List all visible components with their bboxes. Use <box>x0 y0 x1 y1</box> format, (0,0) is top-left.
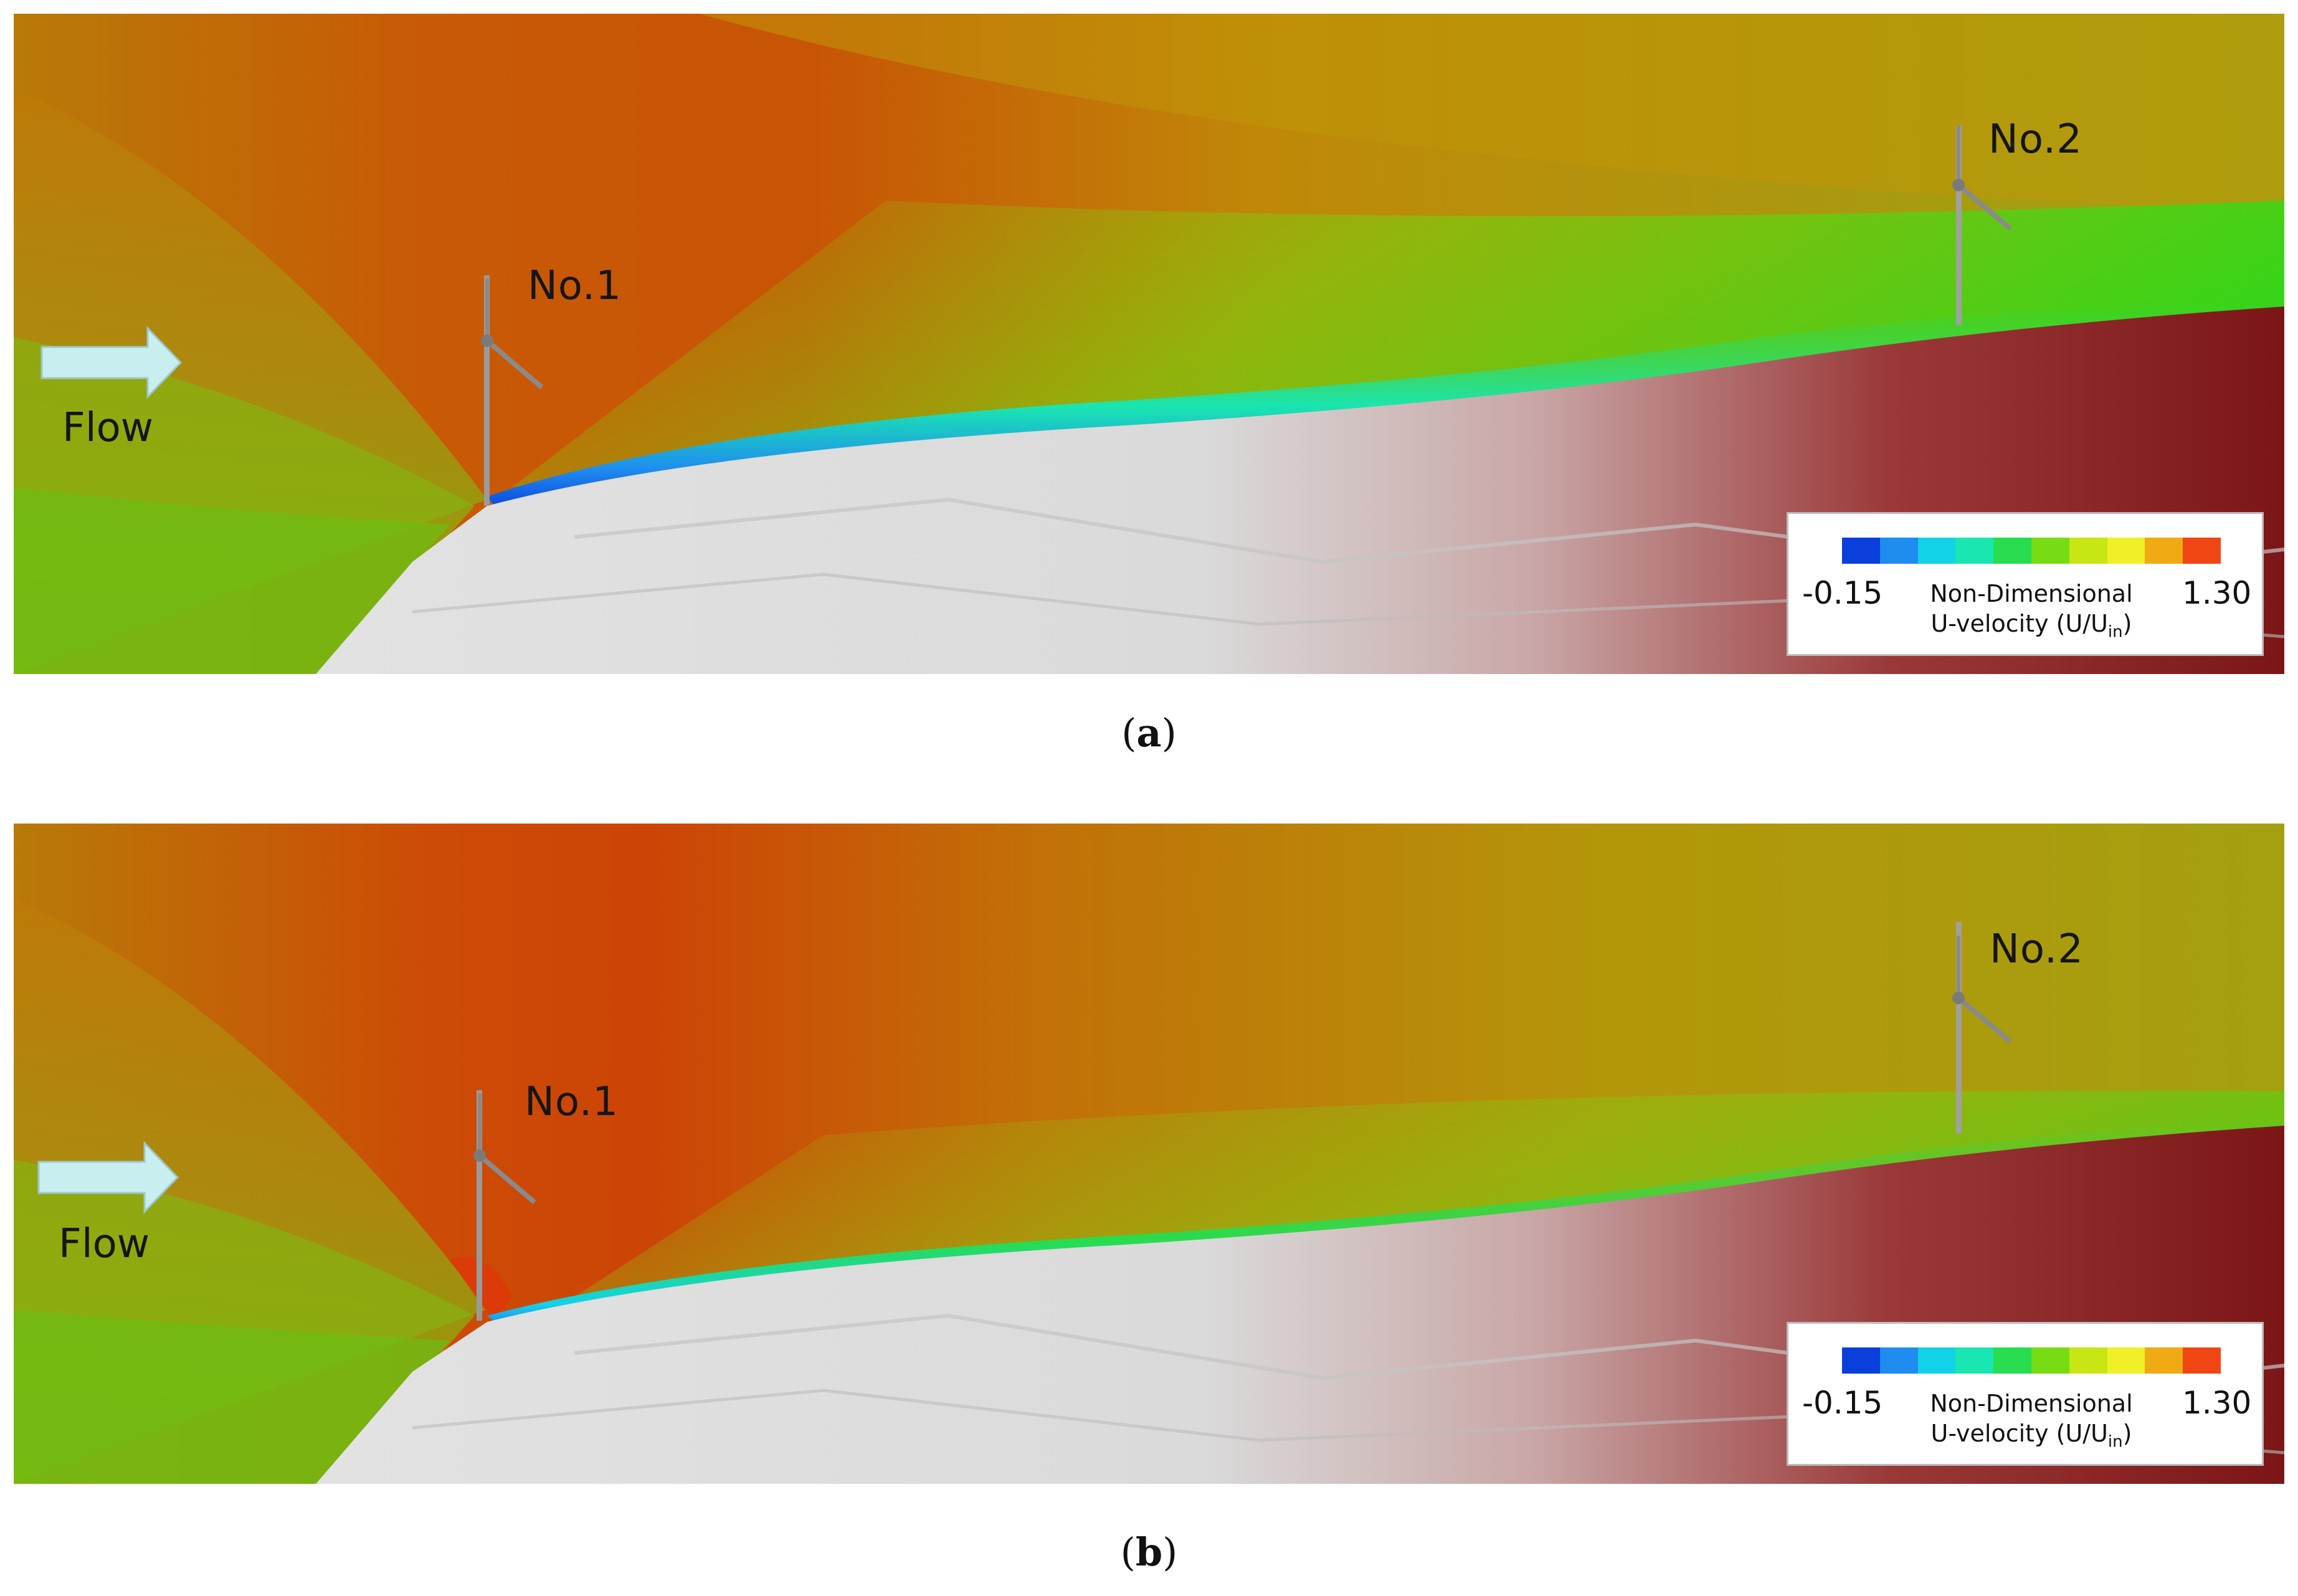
colorbar-swatch <box>2031 538 2069 564</box>
flow-label: Flow <box>62 405 154 451</box>
colorbar-title-subscript: in <box>2107 1432 2123 1451</box>
panel-a: No.1 No.2 Flow -0.15 1.30 Non-Dimensiona… <box>14 14 2284 674</box>
colorbar-swatch <box>1842 1347 1880 1374</box>
colorbar-swatch <box>1842 538 1880 564</box>
colorbar-swatch <box>1879 1347 1918 1374</box>
turbine-2-icon <box>1952 126 2012 325</box>
colorbar-swatch <box>2145 538 2183 564</box>
caption-b: (b) <box>1120 1529 1178 1575</box>
colorbar-swatch <box>1917 538 1956 564</box>
turbine-label-no1: No.1 <box>528 263 622 309</box>
colorbar-title-suffix: ) <box>2122 610 2132 637</box>
colorbar-swatch <box>1917 1347 1956 1374</box>
colorbar-swatch <box>2107 538 2145 564</box>
colorbar-title-line2: U-velocity (U/Uin) <box>1907 1418 2156 1457</box>
flow-arrow-icon <box>40 326 183 399</box>
colorbar-title-line1: Non-Dimensional <box>1930 1390 2133 1417</box>
colorbar-title-prefix: U-velocity (U/U <box>1930 610 2108 637</box>
colorbar-min-label: -0.15 <box>1802 1385 1883 1421</box>
colorbar-max-label: 1.30 <box>2182 1385 2252 1421</box>
colorbar-title-line2: U-velocity (U/Uin) <box>1907 609 2156 647</box>
caption-b-letter: b <box>1135 1529 1163 1575</box>
panel-b: No.1 No.2 Flow -0.15 1.30 Non-Dimensiona… <box>14 824 2284 1484</box>
colorbar-title: Non-Dimensional U-velocity (U/Uin) <box>1907 579 2156 647</box>
colorbar-max-label: 1.30 <box>2182 575 2252 611</box>
colorbar-swatch <box>1879 538 1918 564</box>
colorbar-swatch <box>2145 1347 2183 1374</box>
colorbar-title-suffix: ) <box>2122 1420 2132 1447</box>
flow-label: Flow <box>59 1221 150 1267</box>
turbine-label-no1: No.1 <box>525 1079 619 1125</box>
colorbar-title: Non-Dimensional U-velocity (U/Uin) <box>1907 1389 2156 1457</box>
turbine-2-icon <box>1952 922 2012 1134</box>
colorbar-swatch <box>2183 538 2221 564</box>
colorbar-swatch <box>2069 538 2107 564</box>
colorbar-swatch <box>2069 1347 2107 1374</box>
colorbar-swatch <box>2031 1347 2069 1374</box>
colorbar-swatch <box>1955 538 1994 564</box>
turbine-label-no2: No.2 <box>1988 116 2082 163</box>
colorbar-swatch <box>1993 1347 2031 1374</box>
colorbar-swatch <box>2107 1347 2145 1374</box>
colorbar-title-subscript: in <box>2107 622 2123 642</box>
caption-a-letter: a <box>1136 710 1162 756</box>
colorbar-legend: -0.15 1.30 Non-Dimensional U-velocity (U… <box>1787 512 2264 656</box>
colorbar-swatch <box>1993 538 2031 564</box>
turbine-1-icon <box>473 1090 536 1321</box>
colorbar-swatch <box>2183 1347 2221 1374</box>
flow-arrow-icon <box>37 1141 179 1214</box>
colorbar-min-label: -0.15 <box>1802 575 1883 611</box>
turbine-label-no2: No.2 <box>1990 926 2084 972</box>
colorbar <box>1842 1347 2221 1374</box>
turbine-1-icon <box>481 275 544 506</box>
caption-a: (a) <box>1121 710 1177 756</box>
colorbar <box>1842 538 2221 564</box>
colorbar-title-line1: Non-Dimensional <box>1930 580 2133 607</box>
colorbar-legend: -0.15 1.30 Non-Dimensional U-velocity (U… <box>1787 1322 2264 1466</box>
colorbar-swatch <box>1955 1347 1994 1374</box>
colorbar-title-prefix: U-velocity (U/U <box>1930 1420 2108 1447</box>
